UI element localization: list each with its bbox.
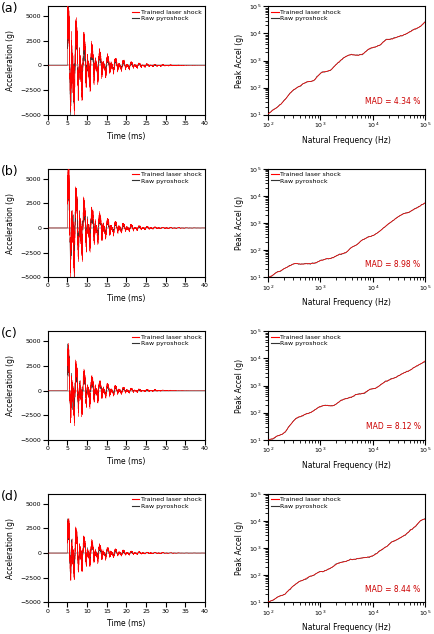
X-axis label: Time (ms): Time (ms) bbox=[107, 294, 145, 303]
Text: (b): (b) bbox=[0, 165, 18, 178]
Y-axis label: Acceleration (g): Acceleration (g) bbox=[6, 517, 15, 579]
Text: (c): (c) bbox=[0, 327, 17, 340]
Text: MAD = 8.12 %: MAD = 8.12 % bbox=[365, 422, 421, 431]
Legend: Trained laser shock, Raw pyroshock: Trained laser shock, Raw pyroshock bbox=[271, 10, 342, 21]
X-axis label: Natural Frequency (Hz): Natural Frequency (Hz) bbox=[302, 461, 391, 470]
Text: (a): (a) bbox=[0, 2, 18, 15]
Legend: Trained laser shock, Raw pyroshock: Trained laser shock, Raw pyroshock bbox=[132, 497, 202, 508]
Y-axis label: Peak Accel (g): Peak Accel (g) bbox=[235, 521, 243, 575]
Legend: Trained laser shock, Raw pyroshock: Trained laser shock, Raw pyroshock bbox=[132, 172, 202, 184]
Y-axis label: Acceleration (g): Acceleration (g) bbox=[6, 355, 15, 416]
X-axis label: Natural Frequency (Hz): Natural Frequency (Hz) bbox=[302, 623, 391, 632]
X-axis label: Time (ms): Time (ms) bbox=[107, 456, 145, 465]
Text: (d): (d) bbox=[0, 489, 18, 503]
Text: MAD = 4.34 %: MAD = 4.34 % bbox=[365, 97, 421, 106]
Y-axis label: Peak Accel (g): Peak Accel (g) bbox=[235, 34, 243, 87]
X-axis label: Natural Frequency (Hz): Natural Frequency (Hz) bbox=[302, 299, 391, 307]
X-axis label: Time (ms): Time (ms) bbox=[107, 131, 145, 141]
Legend: Trained laser shock, Raw pyroshock: Trained laser shock, Raw pyroshock bbox=[271, 172, 342, 184]
Legend: Trained laser shock, Raw pyroshock: Trained laser shock, Raw pyroshock bbox=[271, 497, 342, 508]
Text: MAD = 8.44 %: MAD = 8.44 % bbox=[365, 585, 421, 593]
Y-axis label: Acceleration (g): Acceleration (g) bbox=[6, 193, 15, 254]
Y-axis label: Peak Accel (g): Peak Accel (g) bbox=[235, 196, 243, 250]
Text: MAD = 8.98 %: MAD = 8.98 % bbox=[365, 259, 421, 269]
Legend: Trained laser shock, Raw pyroshock: Trained laser shock, Raw pyroshock bbox=[132, 10, 202, 21]
Y-axis label: Peak Accel (g): Peak Accel (g) bbox=[235, 358, 243, 413]
Legend: Trained laser shock, Raw pyroshock: Trained laser shock, Raw pyroshock bbox=[132, 335, 202, 346]
X-axis label: Time (ms): Time (ms) bbox=[107, 619, 145, 628]
Legend: Trained laser shock, Raw pyroshock: Trained laser shock, Raw pyroshock bbox=[271, 335, 342, 346]
X-axis label: Natural Frequency (Hz): Natural Frequency (Hz) bbox=[302, 136, 391, 145]
Y-axis label: Acceleration (g): Acceleration (g) bbox=[6, 30, 15, 91]
